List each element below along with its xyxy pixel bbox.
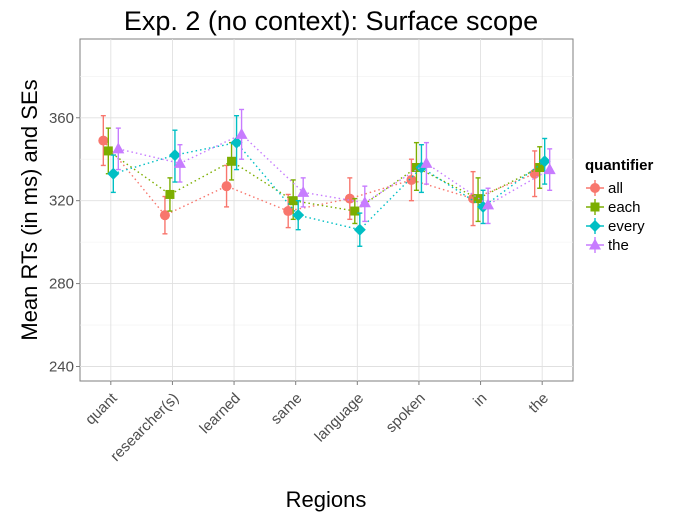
- series-layer: [98, 108, 556, 247]
- y-tick-label: 320: [49, 193, 74, 210]
- data-point-the: [297, 185, 310, 197]
- data-point-each: [535, 163, 545, 173]
- data-point-every: [292, 209, 305, 222]
- legend: quantifier all each every the: [585, 157, 653, 254]
- data-point-the: [358, 196, 371, 208]
- plot-panel: [79, 38, 574, 382]
- data-point-the: [543, 163, 556, 175]
- data-point-each: [103, 146, 113, 156]
- y-tick-label: 280: [49, 276, 74, 293]
- x-tick-label: learned: [196, 390, 243, 437]
- data-point-all: [98, 135, 109, 146]
- data-point-the: [235, 127, 248, 139]
- data-point-the: [112, 142, 125, 154]
- data-point-every: [230, 136, 243, 149]
- y-tick-label: 360: [49, 110, 74, 127]
- y-axis-ticks: 240 280 320 360: [49, 110, 80, 375]
- data-point-all: [159, 210, 170, 221]
- legend-label: the: [608, 237, 629, 254]
- x-axis-title: Regions: [286, 487, 367, 512]
- data-point-every: [538, 155, 551, 168]
- legend-key-marker: [589, 220, 601, 232]
- series-line-all: [102, 140, 535, 217]
- legend-label: all: [608, 180, 623, 197]
- data-point-the: [420, 156, 433, 168]
- legend-label: each: [608, 199, 641, 216]
- data-point-every: [168, 149, 181, 162]
- series-line-each: [107, 150, 541, 212]
- data-point-every: [107, 167, 120, 180]
- x-tick-label: the: [525, 390, 552, 417]
- legend-key-marker: [590, 202, 600, 212]
- data-point-all: [406, 174, 417, 185]
- series-every: [107, 114, 551, 247]
- legend-key-marker: [589, 238, 601, 250]
- data-point-each: [350, 206, 360, 216]
- x-tick-label: in: [470, 390, 490, 410]
- y-tick-label: 240: [49, 358, 74, 375]
- x-tick-label: language: [311, 390, 367, 446]
- x-tick-label: spoken: [383, 390, 429, 436]
- data-point-each: [165, 189, 175, 199]
- data-point-every: [353, 223, 366, 236]
- legend-item-all: all: [586, 180, 623, 197]
- legend-item-the: the: [586, 237, 629, 254]
- data-point-the: [482, 198, 495, 210]
- series-the: [112, 108, 556, 225]
- legend-key-marker: [590, 183, 600, 193]
- x-tick-label: same: [268, 390, 306, 428]
- data-point-all: [221, 181, 232, 192]
- y-axis-title: Mean RTs (in ms) and SEs: [17, 79, 42, 340]
- legend-label: every: [608, 218, 645, 235]
- legend-title: quantifier: [585, 157, 653, 174]
- chart-title: Exp. 2 (no context): Surface scope: [124, 6, 538, 36]
- legend-item-every: every: [586, 218, 645, 235]
- data-point-all: [283, 206, 294, 217]
- data-point-the: [173, 156, 186, 168]
- data-point-each: [288, 196, 298, 206]
- x-tick-label: quant: [82, 389, 121, 428]
- data-point-each: [227, 156, 237, 166]
- legend-item-each: each: [586, 199, 641, 216]
